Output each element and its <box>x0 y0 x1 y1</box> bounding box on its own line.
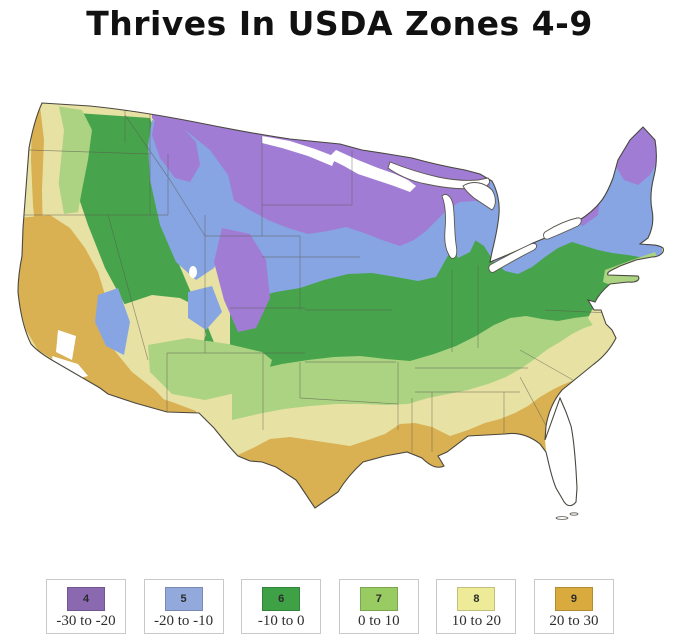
florida-keys <box>569 512 579 516</box>
legend: 4 -30 to -20 5 -20 to -10 6 -10 to 0 7 0… <box>46 579 614 636</box>
lake-erie <box>488 243 538 273</box>
legend-range-label: -20 to -10 <box>154 613 214 629</box>
zone9-california-region <box>18 215 172 412</box>
lake-huron <box>462 182 496 211</box>
zone9-arizona-region <box>104 384 196 415</box>
florida-keys <box>555 516 569 520</box>
legend-item-zone-6: 6 -10 to 0 <box>241 579 322 634</box>
legend-range-label: 20 to 30 <box>549 613 599 629</box>
lake-superior <box>387 161 491 190</box>
legend-swatch-zone-9: 9 <box>554 587 593 611</box>
zone3-out-of-range-region <box>262 136 336 166</box>
legend-item-zone-9: 9 20 to 30 <box>533 579 614 634</box>
legend-range-label: 10 to 20 <box>451 613 501 629</box>
us-outline <box>17 102 664 509</box>
legend-item-zone-4: 4 -30 to -20 <box>46 579 126 634</box>
lake-michigan <box>441 193 458 259</box>
zone10-central-valley-patch <box>56 330 76 360</box>
legend-range-label: 0 to 10 <box>357 613 400 629</box>
state-borders <box>23 103 611 452</box>
page-title: Thrives In USDA Zones 4-9 <box>86 4 593 43</box>
zone5-sierra-region <box>95 288 130 355</box>
legend-swatch-zone-5: 5 <box>164 587 203 611</box>
zone3-out-of-range-region <box>328 150 416 192</box>
legend-zone-number: 7 <box>375 592 382 605</box>
great-salt-lake <box>189 266 197 278</box>
zone4-colorado-rockies <box>214 228 270 332</box>
zone7-southwest-region <box>148 338 272 400</box>
legend-swatch-zone-7: 7 <box>359 587 398 611</box>
legend-zone-number: 5 <box>180 592 187 605</box>
map-container <box>15 85 665 575</box>
legend-item-zone-7: 7 0 to 10 <box>338 579 419 634</box>
legend-swatch-zone-6: 6 <box>262 587 301 611</box>
zone4-montana-rockies <box>152 118 200 182</box>
legend-zone-number: 6 <box>278 592 285 605</box>
legend-zone-number: 8 <box>473 592 480 605</box>
legend-swatch-zone-4: 4 <box>67 587 105 611</box>
lake-ontario <box>543 217 582 240</box>
legend-range-label: -30 to -20 <box>56 613 116 629</box>
zone6-west-region <box>60 112 215 358</box>
legend-zone-number: 4 <box>82 592 90 605</box>
legend-swatch-zone-8: 8 <box>457 587 496 611</box>
legend-zone-number: 9 <box>570 592 578 605</box>
usda-zone-map <box>17 102 664 520</box>
legend-item-zone-8: 8 10 to 20 <box>436 579 517 634</box>
zone10-socal-region <box>52 356 88 380</box>
legend-range-label: -10 to 0 <box>257 613 305 629</box>
legend-item-zone-5: 5 -20 to -10 <box>143 579 224 634</box>
